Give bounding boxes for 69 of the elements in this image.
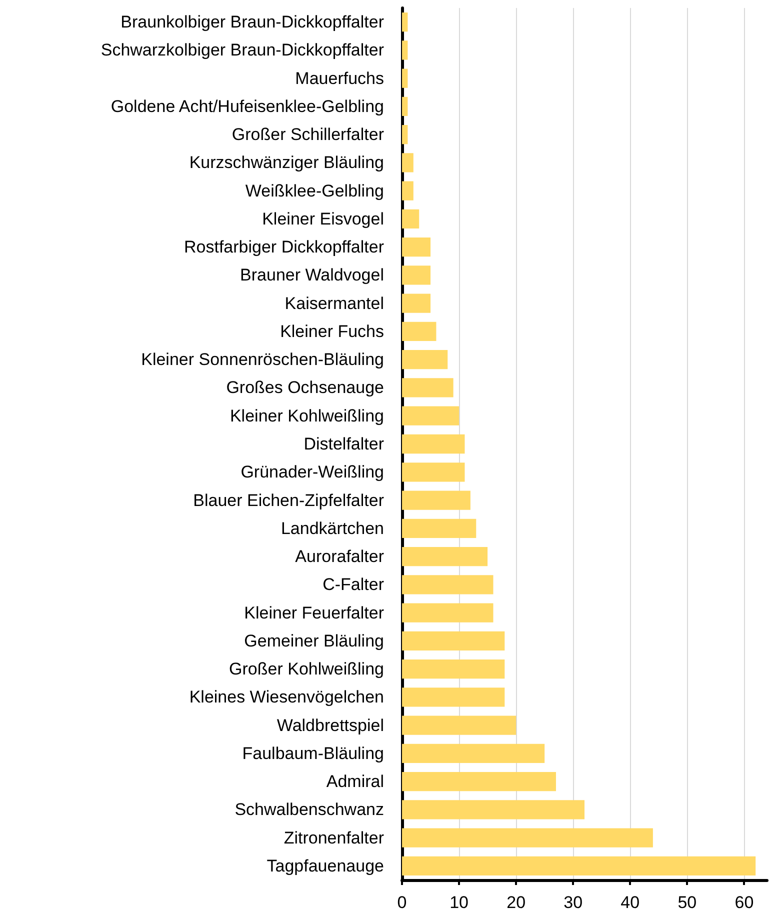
y-tick-label: Kleiner Eisvogel — [262, 209, 384, 228]
y-tick-label: Rostfarbiger Dickkopffalter — [184, 238, 384, 257]
y-tick-label: Mauerfuchs — [295, 68, 384, 88]
x-tick-label: 0 — [397, 893, 407, 912]
x-tick-label: 60 — [734, 893, 754, 912]
bar — [402, 238, 431, 257]
bar — [402, 603, 494, 622]
bar — [402, 68, 408, 88]
y-tick-label: Kleiner Feuerfalter — [244, 603, 384, 622]
bar — [402, 631, 505, 650]
y-tick-label: Kleines Wiesenvögelchen — [189, 688, 384, 707]
bar — [402, 659, 505, 679]
bar — [402, 490, 470, 510]
y-tick-label: Aurorafalter — [295, 547, 384, 566]
x-tick-label: 10 — [450, 893, 468, 912]
y-tick-label: Landkärtchen — [280, 518, 384, 538]
y-tick-label: Schwarzkolbiger Braun-Dickkopffalter — [100, 40, 384, 60]
bar — [402, 378, 454, 398]
y-tick-label: Goldene Acht/Hufeisenklee-Gelbling — [110, 96, 384, 116]
y-tick-label: C-Falter — [322, 575, 384, 594]
y-tick-label: Braunkolbiger Braun-Dickkopffalter — [120, 12, 384, 32]
bar — [402, 828, 653, 848]
bar — [402, 181, 414, 200]
y-tick-label: Waldbrettspiel — [276, 716, 384, 735]
bar — [402, 518, 476, 538]
bar — [402, 96, 408, 116]
bar — [402, 744, 545, 763]
bar — [402, 209, 420, 229]
y-tick-label: Großer Kohlweißling — [229, 660, 384, 679]
bar — [402, 800, 584, 820]
bar — [402, 688, 505, 707]
bar — [402, 575, 494, 594]
x-tick-label: 40 — [620, 893, 640, 912]
x-tick-label: 30 — [564, 893, 583, 912]
y-tick-label: Schwalbenschwanz — [234, 800, 384, 820]
bar — [402, 772, 556, 792]
bar — [402, 294, 431, 313]
y-tick-label: Grünader-Weißling — [240, 462, 384, 482]
bar — [402, 856, 756, 876]
y-tick-label: Brauner Waldvogel — [240, 266, 384, 285]
x-tick-label: 50 — [678, 893, 697, 912]
bar — [402, 153, 414, 172]
y-tick-label: Gemeiner Bläuling — [244, 631, 384, 650]
bar — [402, 406, 460, 426]
bar — [402, 266, 431, 285]
y-tick-label: Blauer Eichen-Zipfelfalter — [193, 490, 384, 510]
bar — [402, 322, 436, 342]
y-tick-label: Kleiner Fuchs — [280, 322, 384, 341]
bar — [402, 350, 448, 370]
y-tick-label: Faulbaum-Bläuling — [242, 744, 384, 763]
bar — [402, 462, 465, 482]
bar — [402, 125, 408, 144]
y-tick-label: Weißklee-Gelbling — [245, 181, 384, 200]
x-tick-label: 20 — [506, 893, 526, 912]
y-tick-label: Kleiner Sonnenröschen-Bläuling — [141, 350, 384, 370]
y-tick-label: Kurzschwänziger Bläuling — [189, 153, 384, 172]
bar — [402, 546, 488, 566]
bar — [402, 716, 516, 735]
y-tick-label: Kaisermantel — [284, 294, 384, 313]
y-tick-label: Kleiner Kohlweißling — [230, 406, 384, 426]
y-tick-label: Admiral — [326, 772, 384, 792]
bar — [402, 40, 408, 60]
bar — [402, 12, 408, 32]
bar — [402, 434, 465, 454]
y-tick-label: Zitronenfalter — [284, 828, 384, 848]
y-tick-label: Großer Schillerfalter — [232, 125, 384, 144]
y-tick-label: Tagpfauenauge — [266, 856, 384, 876]
y-tick-label: Distelfalter — [304, 434, 384, 454]
y-tick-label: Großes Ochsenauge — [226, 378, 384, 398]
